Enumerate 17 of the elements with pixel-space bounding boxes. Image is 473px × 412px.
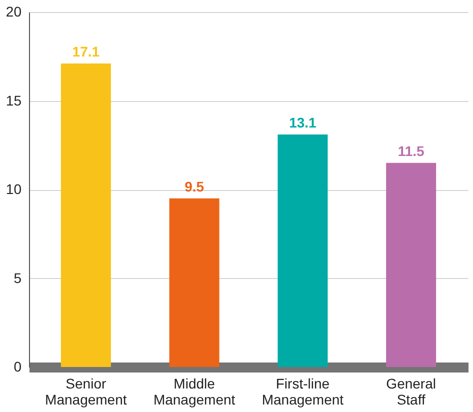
y-tick-label: 5 (14, 270, 22, 286)
x-tick-label: Middle Management (153, 376, 236, 408)
bar (386, 162, 436, 367)
x-tick-label: Senior Management (45, 376, 127, 408)
x-tick-label: General Staff (386, 376, 436, 408)
y-tick-label: 0 (14, 358, 22, 374)
bar (60, 63, 111, 367)
x-tick-label: First-line Management (262, 376, 344, 408)
data-label: 11.5 (398, 142, 425, 159)
bar (169, 198, 220, 367)
y-tick-label: 10 (6, 181, 22, 197)
data-label: 13.1 (289, 114, 317, 130)
data-label: 9.5 (184, 178, 204, 194)
y-tick-label: 15 (6, 92, 22, 108)
bar (278, 134, 328, 367)
data-label: 17.1 (72, 43, 100, 60)
y-tick-label: 20 (6, 4, 22, 20)
